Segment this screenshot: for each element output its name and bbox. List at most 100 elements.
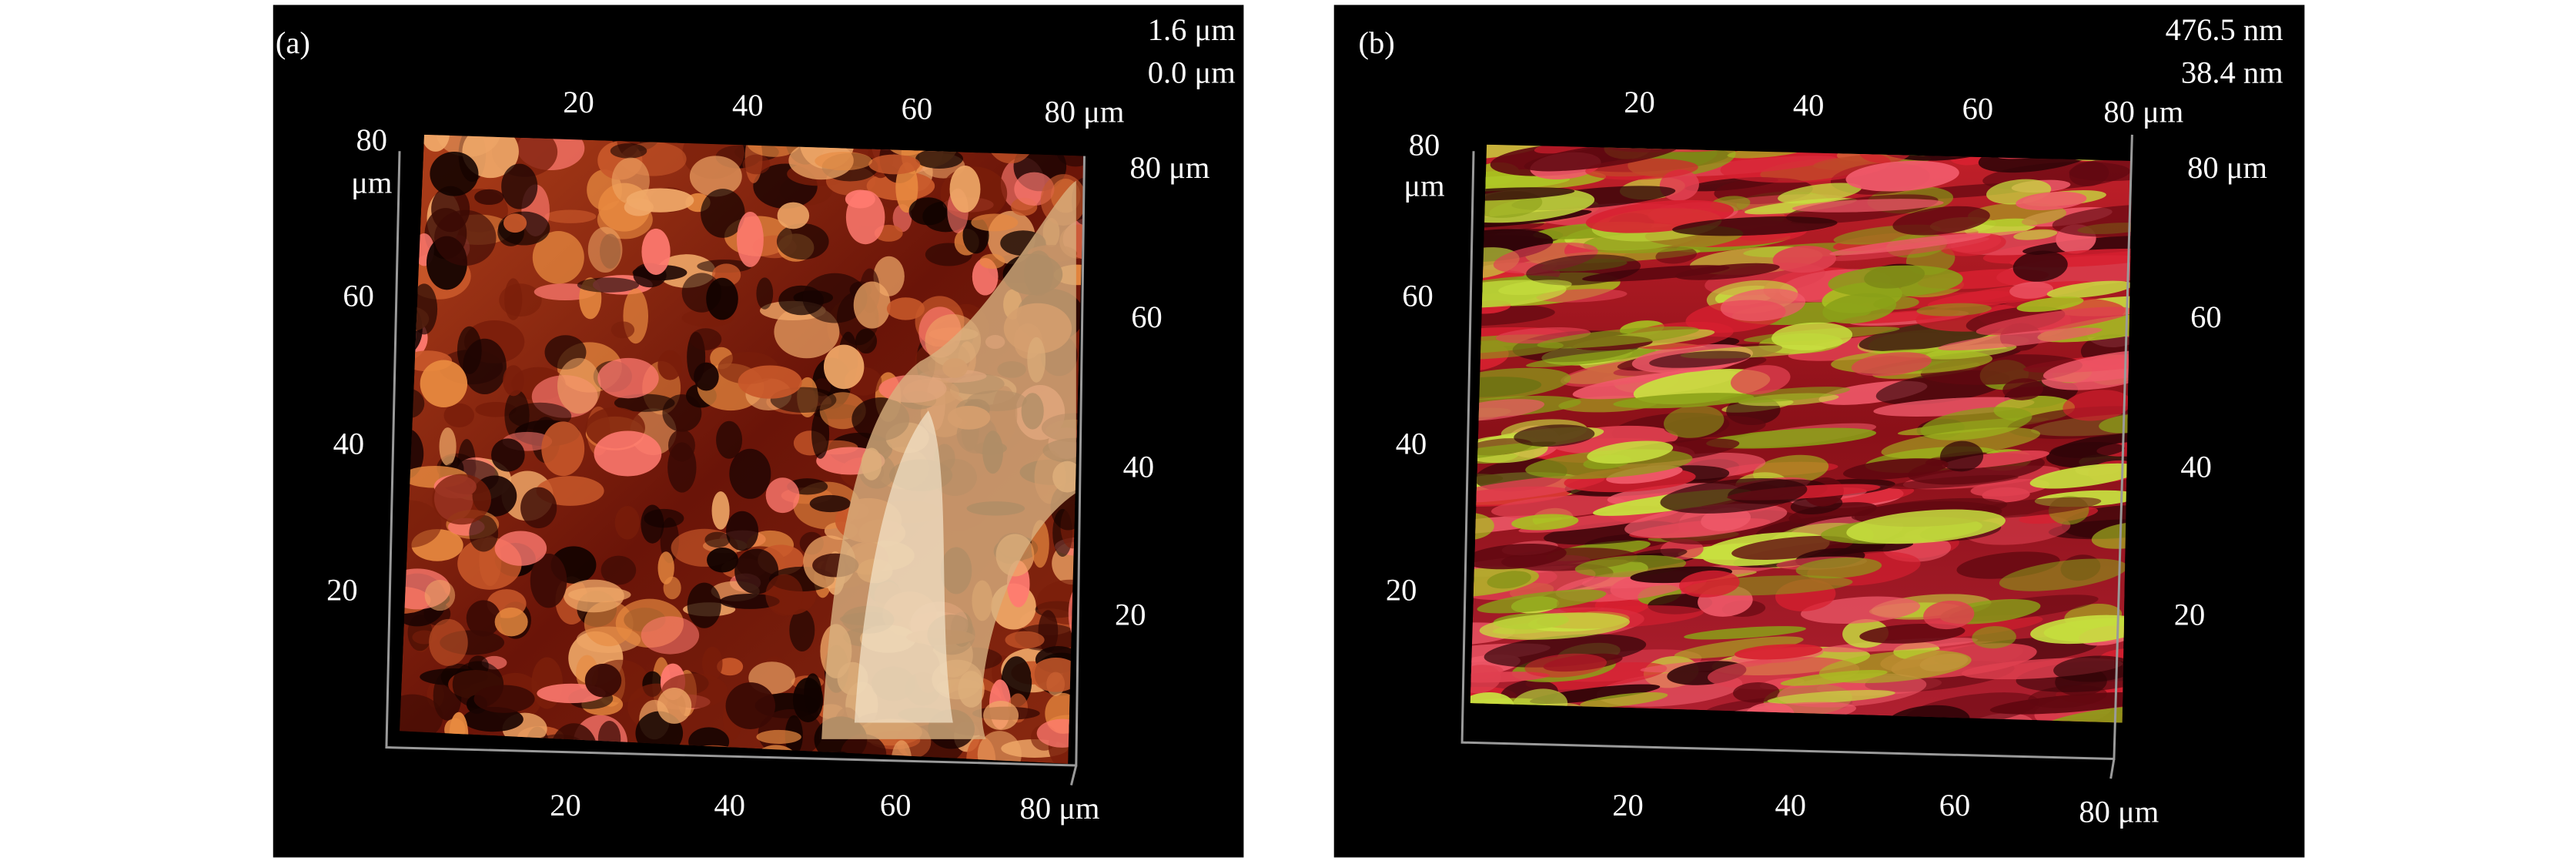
- texture: [1873, 296, 1919, 310]
- texture: [657, 551, 674, 584]
- texture: [1525, 661, 1668, 690]
- texture: [463, 706, 524, 732]
- axes-b: [1460, 134, 2133, 779]
- texture: [1537, 326, 1699, 349]
- texture: [687, 582, 721, 628]
- bottom-tick-label: 80 μm: [1020, 791, 1100, 825]
- texture: [1859, 623, 1965, 644]
- texture: [689, 156, 742, 197]
- texture: [706, 277, 738, 320]
- right-tick-label: 40: [1123, 449, 1155, 484]
- texture: [1706, 427, 1877, 449]
- left-tick-label: 40: [333, 426, 365, 460]
- texture: [614, 505, 641, 540]
- left-axis-unit: μm: [1403, 169, 1444, 203]
- texture: [463, 338, 507, 395]
- texture: [802, 273, 868, 323]
- texture: [504, 278, 523, 320]
- left-axis-unit: μm: [351, 165, 392, 199]
- texture: [443, 403, 474, 427]
- surface-a: [400, 134, 1085, 764]
- texture: [738, 365, 802, 399]
- texture: [1624, 504, 1788, 538]
- texture: [611, 321, 635, 339]
- texture: [1684, 626, 1806, 640]
- texture: [1788, 502, 1877, 524]
- texture: [530, 553, 567, 608]
- texture: [1470, 474, 1605, 503]
- texture: [1778, 183, 1862, 204]
- top-tick-label: 80 μm: [1045, 95, 1125, 129]
- texture: [717, 658, 744, 676]
- surface-b: [1470, 144, 2133, 723]
- texture: [1819, 638, 1979, 652]
- texture: [2053, 655, 2133, 682]
- texture: [1672, 216, 1838, 236]
- texture: [601, 555, 637, 585]
- texture: [557, 357, 601, 414]
- texture: [662, 394, 702, 432]
- texture: [2062, 390, 2132, 421]
- texture: [1800, 596, 1921, 624]
- texture: [400, 500, 442, 548]
- texture: [667, 429, 695, 462]
- texture: [610, 143, 647, 159]
- texture: [725, 511, 759, 551]
- texture: [977, 731, 1022, 764]
- top-tick-label: 20: [563, 85, 594, 119]
- texture: [641, 228, 671, 275]
- texture: [1842, 458, 1949, 480]
- texture: [1999, 558, 2128, 591]
- right-tick-label: 80 μm: [2187, 150, 2267, 185]
- left-tick-label: 20: [326, 572, 358, 607]
- texture: [2069, 153, 2133, 182]
- texture: [2042, 348, 2133, 383]
- texture: [584, 663, 622, 698]
- texture: [1470, 441, 1557, 465]
- bottom-tick-label: 20: [550, 788, 581, 822]
- texture: [895, 162, 918, 213]
- texture: [474, 189, 504, 206]
- texture: [2016, 296, 2084, 313]
- texture: [1674, 636, 1804, 659]
- texture: [1731, 365, 1791, 395]
- texture: [1664, 405, 1725, 438]
- texture: [1498, 280, 1572, 296]
- texture: [1795, 557, 1882, 579]
- texture: [979, 253, 1005, 270]
- top-tick-label: 60: [1962, 91, 1994, 126]
- texture: [564, 579, 624, 613]
- texture: [429, 618, 468, 666]
- texture: [490, 438, 525, 472]
- texture: [1649, 350, 1751, 368]
- texture: [1923, 600, 1975, 630]
- texture: [707, 547, 739, 573]
- texture: [809, 494, 851, 513]
- texture: [1470, 187, 1575, 201]
- texture: [983, 700, 1019, 731]
- texture: [501, 163, 538, 209]
- texture: [701, 189, 745, 238]
- texture: [1733, 682, 1780, 703]
- height-min: 38.4 nm: [2181, 55, 2283, 89]
- texture: [777, 202, 810, 229]
- texture: [532, 231, 584, 284]
- texture: [503, 213, 527, 233]
- texture: [1524, 653, 1607, 678]
- height-min: 0.0 μm: [1148, 55, 1236, 89]
- texture: [1479, 612, 1630, 640]
- texture: [424, 580, 456, 611]
- texture: [1679, 570, 1740, 598]
- texture: [1851, 352, 1932, 377]
- texture: [734, 548, 779, 594]
- texture: [1470, 513, 1494, 541]
- left-tick-label: 40: [1396, 426, 1427, 460]
- texture: [400, 694, 443, 742]
- texture: [1720, 149, 1891, 183]
- texture: [1892, 206, 1990, 236]
- texture: [1767, 690, 1895, 705]
- texture: [756, 277, 774, 310]
- left-tick-label: 20: [1386, 572, 1417, 607]
- texture: [436, 134, 501, 157]
- texture: [915, 149, 963, 169]
